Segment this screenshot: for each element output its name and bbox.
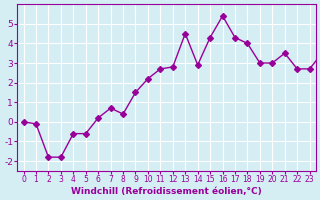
X-axis label: Windchill (Refroidissement éolien,°C): Windchill (Refroidissement éolien,°C) bbox=[71, 187, 262, 196]
